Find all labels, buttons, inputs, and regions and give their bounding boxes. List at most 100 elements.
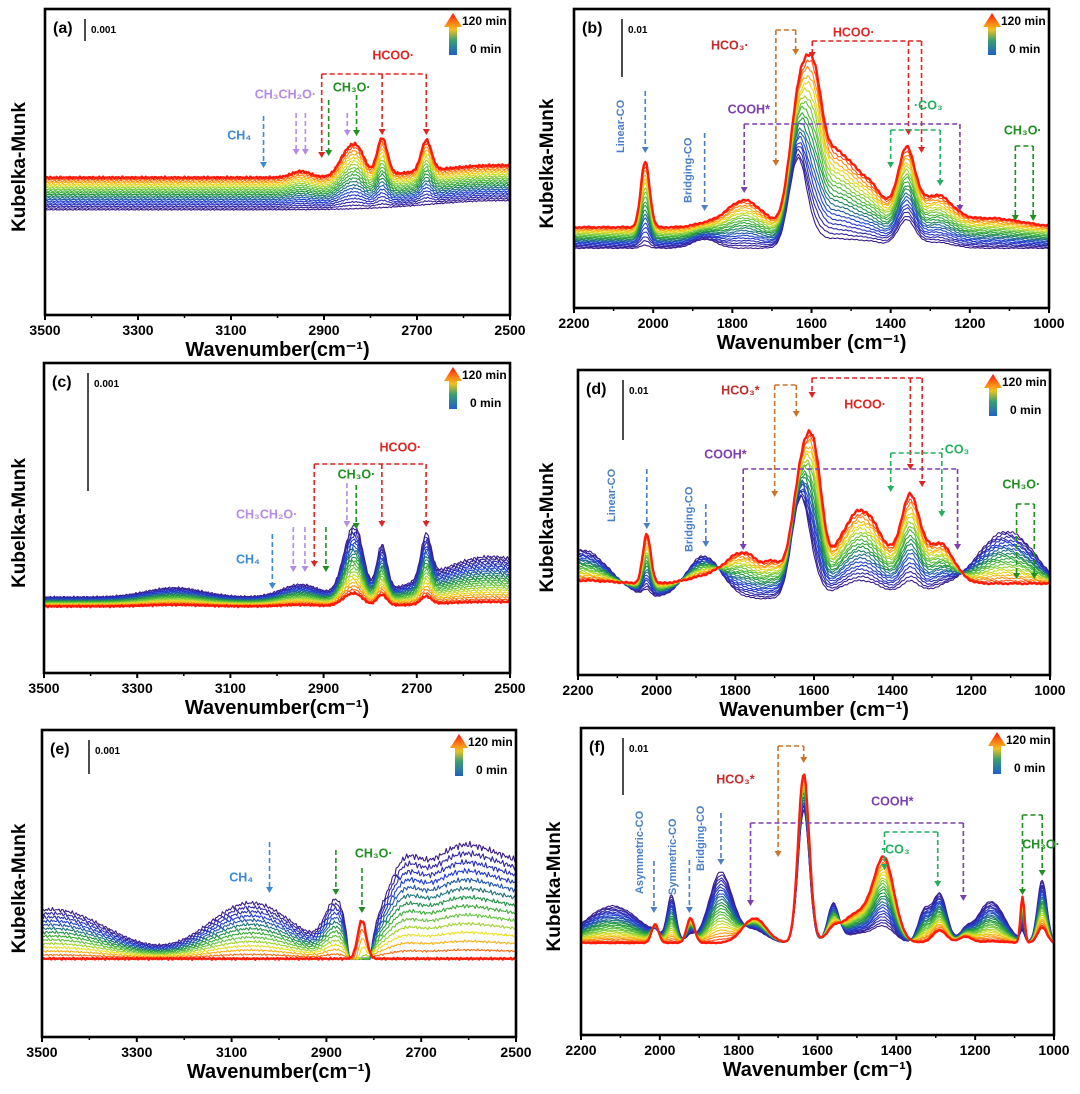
x-tick-label: 2900 [311, 1044, 342, 1060]
chart-panel-d: 2200 2000 1800 1600 1400 1200 1000 Wavenumber (… [537, 368, 1066, 721]
arrow-down-icon [266, 887, 274, 893]
x-tick-label: 1800 [720, 682, 751, 698]
spectrum-line-t76min [574, 101, 1049, 237]
x-tick-label: 1200 [960, 1042, 991, 1058]
spectrum-line-t83min [42, 921, 516, 961]
arrow-down-icon [936, 180, 944, 186]
x-axis-label: Wavenumber (cm⁻¹) [719, 699, 909, 721]
peak-annotation: Asymmetric-CO [634, 810, 658, 913]
x-tick-label: 3100 [216, 1044, 247, 1060]
peak-annotation: HCO₃* [716, 745, 808, 857]
x-tick-label: 3300 [122, 322, 153, 338]
arrow-down-icon [322, 566, 330, 572]
spectrum-line-t44min [574, 127, 1049, 242]
spectrum-line-t46min [42, 885, 516, 961]
x-tick-label: 1000 [1038, 1042, 1069, 1058]
x-tick-label: 2900 [308, 322, 339, 338]
arrow-down-icon [746, 900, 754, 906]
peak-annotation: CH₃O· [332, 846, 393, 913]
arrow-down-icon [918, 147, 926, 153]
panel-letter: (d) [586, 381, 606, 398]
peak-label: HCO₃* [721, 383, 760, 397]
legend-label-start: 0 min [470, 42, 501, 56]
spectra-series [578, 429, 1050, 600]
arrow-down-icon [938, 511, 946, 517]
panels: 3500 3300 3100 2900 2700 2500 Wavenumber(cm⁻¹)… [9, 7, 1070, 1083]
peak-annotation: CH₄ [236, 534, 276, 589]
peak-label: HCO₃* [716, 772, 755, 786]
arrow-down-icon [301, 149, 309, 155]
panel-letter: (f) [589, 739, 605, 756]
spectra-series [581, 773, 1054, 945]
spectrum-line-t51min [574, 122, 1049, 241]
spectrum-line-t120min [42, 919, 516, 961]
arrow-down-icon [717, 859, 725, 865]
spectrum-line-t88min [45, 155, 510, 188]
x-axis-label: Wavenumber(cm⁻¹) [187, 1061, 371, 1083]
time-gradient-arrow-icon [984, 374, 1002, 416]
peak-annotation: HCO₃* [721, 383, 800, 497]
spectra-series [44, 524, 510, 609]
arrow-down-icon [792, 411, 800, 417]
x-tick-label: 1400 [881, 1042, 912, 1058]
arrow-down-icon [1038, 870, 1046, 876]
scale-bar-label: 0.001 [91, 25, 116, 36]
spectrum-line-t19min [574, 146, 1049, 246]
arrow-down-icon [310, 561, 318, 567]
arrow-down-icon [956, 205, 964, 211]
x-tick-label: 1400 [877, 682, 908, 698]
peak-annotation: ·CO₃ [881, 831, 942, 887]
peak-annotation: Symmetric-CO [667, 818, 693, 913]
x-tick-label: 2700 [406, 1044, 437, 1060]
arrow-down-icon [792, 49, 800, 55]
peak-label: CH₃O· [1022, 837, 1060, 851]
time-gradient-arrow-icon [444, 367, 462, 409]
arrow-down-icon [422, 129, 430, 135]
spectrum-line-t120min [44, 591, 510, 609]
peak-label: CH₃CH₂O· [236, 507, 297, 521]
arrow-down-icon [641, 147, 649, 153]
arrow-down-icon [422, 521, 430, 527]
x-tick-label: 1600 [796, 315, 827, 331]
arrow-down-icon [918, 481, 926, 487]
x-tick-label: 2500 [494, 680, 525, 696]
peak-annotation: ·CO₃ [887, 98, 944, 186]
arrow-down-icon [685, 907, 693, 913]
peak-annotation: Linear-CO [615, 91, 649, 153]
arrow-down-icon [260, 162, 268, 168]
spectrum-line-t38min [45, 182, 510, 201]
peak-label: Symmetric-CO [667, 818, 679, 895]
legend-label-end: 120 min [1002, 375, 1047, 389]
peak-annotation: Bridging-CO [683, 486, 710, 552]
arrow-down-icon [1018, 889, 1026, 895]
spectrum-line-t120min [581, 773, 1054, 945]
peak-label: CH₃O· [338, 467, 376, 481]
x-tick-label: 2000 [641, 682, 672, 698]
x-tick-label: 2700 [401, 680, 432, 696]
spectrum-line-t10min [581, 806, 1054, 943]
arrow-down-icon [378, 129, 386, 135]
peak-annotation: CH₃CH₂O· [236, 483, 351, 572]
peak-label: Bridging-CO [683, 486, 695, 552]
peak-annotation: CH₃O· [1002, 477, 1040, 579]
arrow-down-icon [378, 521, 386, 527]
x-tick-label: 2200 [562, 682, 593, 698]
plot-frame [579, 726, 1056, 1037]
peak-label: ·CO₃ [941, 442, 970, 456]
spectrum-line-t32min [574, 135, 1049, 244]
peak-label: CH₄ [236, 552, 260, 566]
x-tick-label: 1200 [954, 315, 985, 331]
panel-letter: (c) [52, 374, 72, 391]
peak-annotation: HCOO· [310, 440, 430, 567]
arrow-down-icon [808, 52, 816, 58]
peak-label: HCOO· [833, 25, 875, 39]
arrow-down-icon [1011, 215, 1019, 221]
x-tick-label: 3100 [215, 680, 246, 696]
x-tick-label: 2900 [308, 680, 339, 696]
arrow-down-icon [934, 881, 942, 887]
peak-label: Linear-CO [615, 99, 627, 153]
arrow-down-icon [650, 907, 658, 913]
spectrum-line-t65min [42, 904, 516, 961]
spectra-series [45, 137, 510, 211]
arrow-down-icon [292, 149, 300, 155]
